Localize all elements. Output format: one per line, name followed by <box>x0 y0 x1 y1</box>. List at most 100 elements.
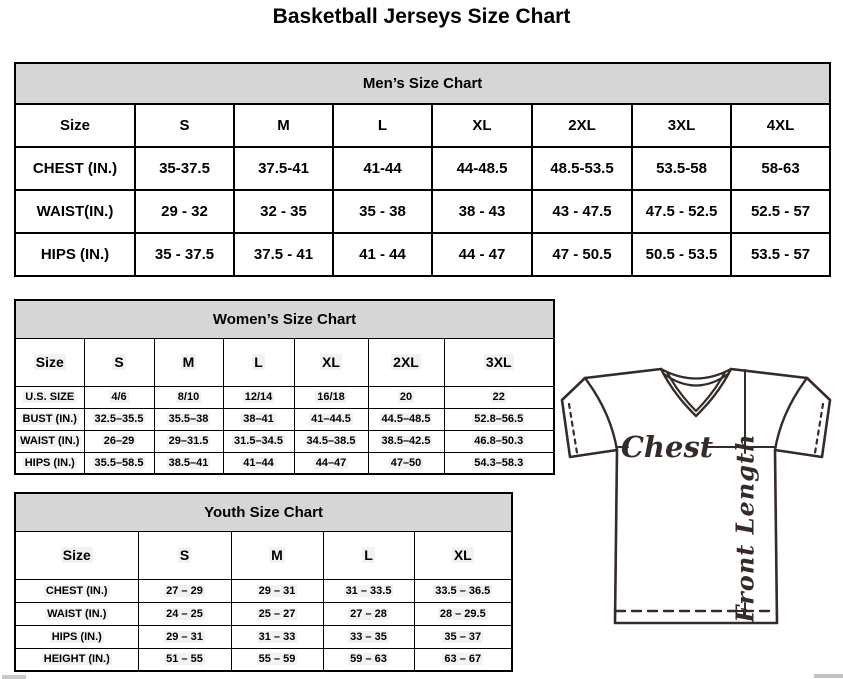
size-cell: 47 - 50.5 <box>531 232 633 277</box>
size-cell: 46.8–50.3 <box>443 429 555 453</box>
row-label: WAIST(IN.) <box>14 189 136 234</box>
size-cell: 58-63 <box>729 146 832 191</box>
cell-text: 41–44.5 <box>309 413 353 425</box>
womens-table-title: Women’s Size Chart <box>14 299 555 339</box>
cell-text: M <box>180 354 197 370</box>
size-cell: 59 – 63 <box>322 647 415 672</box>
table-row: CHEST (IN.) 27 – 29 29 – 31 31 – 33.5 33… <box>14 578 513 603</box>
size-cell: 32.5–35.5 <box>83 407 155 431</box>
cell-text: 38.5–41 <box>166 456 211 469</box>
table-row: HIPS (IN.) 29 – 31 31 – 33 33 – 35 35 – … <box>14 624 513 649</box>
cell-text: 25 – 27 <box>256 607 298 620</box>
column-header: M <box>230 530 324 580</box>
size-cell: 26–29 <box>83 429 155 453</box>
cell-text: 63 – 67 <box>442 653 484 666</box>
size-cell: 38.5–42.5 <box>367 429 445 453</box>
column-header: S <box>134 103 235 148</box>
size-cell: 43 - 47.5 <box>531 189 633 234</box>
cell-text: 35.5–58.5 <box>92 456 146 469</box>
mens-size-table: Men’s Size Chart Size S M L XL 2XL 3XL 4… <box>13 62 832 277</box>
column-header: L <box>322 530 415 580</box>
size-cell: 29–31.5 <box>153 429 224 453</box>
size-cell: 29 – 31 <box>230 578 324 603</box>
size-cell: 53.5-58 <box>631 146 732 191</box>
cell-text: 22 <box>490 391 507 403</box>
row-label: HIPS (IN.) <box>14 232 136 277</box>
cell-text: BUST (IN.) <box>20 413 79 425</box>
cell-text: Size <box>60 547 93 563</box>
size-cell: 52.5 - 57 <box>729 189 832 234</box>
womens-size-table: Women’s Size Chart Size S M L XL 2XL 3XL… <box>14 299 556 475</box>
size-cell: 35 - 38 <box>332 189 433 234</box>
size-cell: 33 – 35 <box>322 624 415 649</box>
horizontal-scrollbar-thumb-left[interactable] <box>2 675 26 679</box>
cell-text: 33.5 – 36.5 <box>433 584 493 597</box>
size-cell: 20 <box>367 385 445 409</box>
cell-text: CHEST (IN.) <box>43 584 110 597</box>
jersey-outline <box>560 367 832 625</box>
size-cell: 44-48.5 <box>431 146 533 191</box>
size-cell: 31 – 33.5 <box>322 578 415 603</box>
size-cell: 41–44 <box>222 451 295 475</box>
column-header: 3XL <box>631 103 732 148</box>
size-cell: 53.5 - 57 <box>729 232 832 277</box>
horizontal-scrollbar-thumb-right[interactable] <box>814 674 843 678</box>
cell-text: 52.8–56.5 <box>472 413 526 425</box>
size-cell: 35-37.5 <box>134 146 235 191</box>
size-cell: 41-44 <box>332 146 433 191</box>
row-label: WAIST (IN.) <box>14 601 139 626</box>
row-label: HIPS (IN.) <box>14 624 139 649</box>
size-cell: 4/6 <box>83 385 155 409</box>
cell-text: 35 – 37 <box>442 630 484 643</box>
column-header: 3XL <box>443 337 555 387</box>
size-cell: 33.5 – 36.5 <box>413 578 513 603</box>
cell-text: 34.5–38.5 <box>304 435 358 447</box>
size-cell: 28 – 29.5 <box>413 601 513 626</box>
cell-text: L <box>252 354 265 370</box>
cell-text: 28 – 29.5 <box>437 607 488 620</box>
column-header: 2XL <box>367 337 445 387</box>
cell-text: 44.5–48.5 <box>379 413 433 425</box>
table-row: WAIST(IN.) 29 - 32 32 - 35 35 - 38 38 - … <box>14 189 832 234</box>
size-cell: 44.5–48.5 <box>367 407 445 431</box>
cell-text: 32.5–35.5 <box>92 413 146 425</box>
row-label: CHEST (IN.) <box>14 578 139 603</box>
column-header: Size <box>14 337 85 387</box>
table-row: WAIST (IN.) 24 – 25 25 – 27 27 – 28 28 –… <box>14 601 513 626</box>
size-cell: 44 - 47 <box>431 232 533 277</box>
cell-text: 2XL <box>391 354 421 370</box>
cell-text: 31.5–34.5 <box>232 435 285 447</box>
table-row: HIPS (IN.) 35 - 37.5 37.5 - 41 41 - 44 4… <box>14 232 832 277</box>
size-cell: 32 - 35 <box>233 189 334 234</box>
size-cell: 31.5–34.5 <box>222 429 295 453</box>
cell-text: Size <box>33 354 66 370</box>
cell-text: 3XL <box>483 354 514 370</box>
front-length-measure-line <box>737 369 753 619</box>
size-cell: 47.5 - 52.5 <box>631 189 732 234</box>
column-header: 4XL <box>729 103 832 148</box>
cell-text: 38.5–42.5 <box>379 435 433 447</box>
cell-text: 24 – 25 <box>164 607 205 620</box>
size-cell: 29 – 31 <box>137 624 232 649</box>
jersey-diagram: Chest Front Length <box>556 360 836 632</box>
size-cell: 22 <box>443 385 555 409</box>
cell-text: WAIST (IN.) <box>45 607 109 620</box>
size-cell: 38–41 <box>222 407 295 431</box>
cell-text: S <box>177 547 192 563</box>
cell-text: HIPS (IN.) <box>49 630 104 643</box>
cell-text: 16/18 <box>315 391 347 403</box>
chest-label: Chest <box>621 430 714 464</box>
cell-text: 55 – 59 <box>256 653 298 666</box>
size-cell: 41 - 44 <box>332 232 433 277</box>
column-header: S <box>83 337 155 387</box>
row-label: HIPS (IN.) <box>14 451 85 475</box>
size-cell: 24 – 25 <box>137 601 232 626</box>
size-cell: 27 – 29 <box>137 578 232 603</box>
column-header: XL <box>293 337 369 387</box>
cell-text: 41–44 <box>241 456 276 469</box>
size-cell: 35.5–58.5 <box>83 451 155 475</box>
size-cell: 34.5–38.5 <box>293 429 369 453</box>
cell-text: 33 – 35 <box>348 630 389 643</box>
size-cell: 35 - 37.5 <box>134 232 235 277</box>
column-header: XL <box>413 530 513 580</box>
